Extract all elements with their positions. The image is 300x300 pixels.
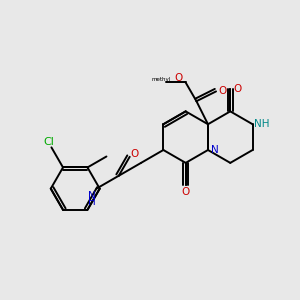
Text: methyl: methyl [152,77,171,82]
Text: NH: NH [254,119,269,129]
Text: N: N [88,190,95,201]
Text: O: O [174,73,183,83]
Text: Cl: Cl [43,137,54,147]
Text: O: O [219,86,227,96]
Text: O: O [182,187,190,197]
Text: H: H [88,196,95,206]
Text: O: O [130,149,139,159]
Text: O: O [233,85,241,94]
Text: N: N [211,145,219,155]
